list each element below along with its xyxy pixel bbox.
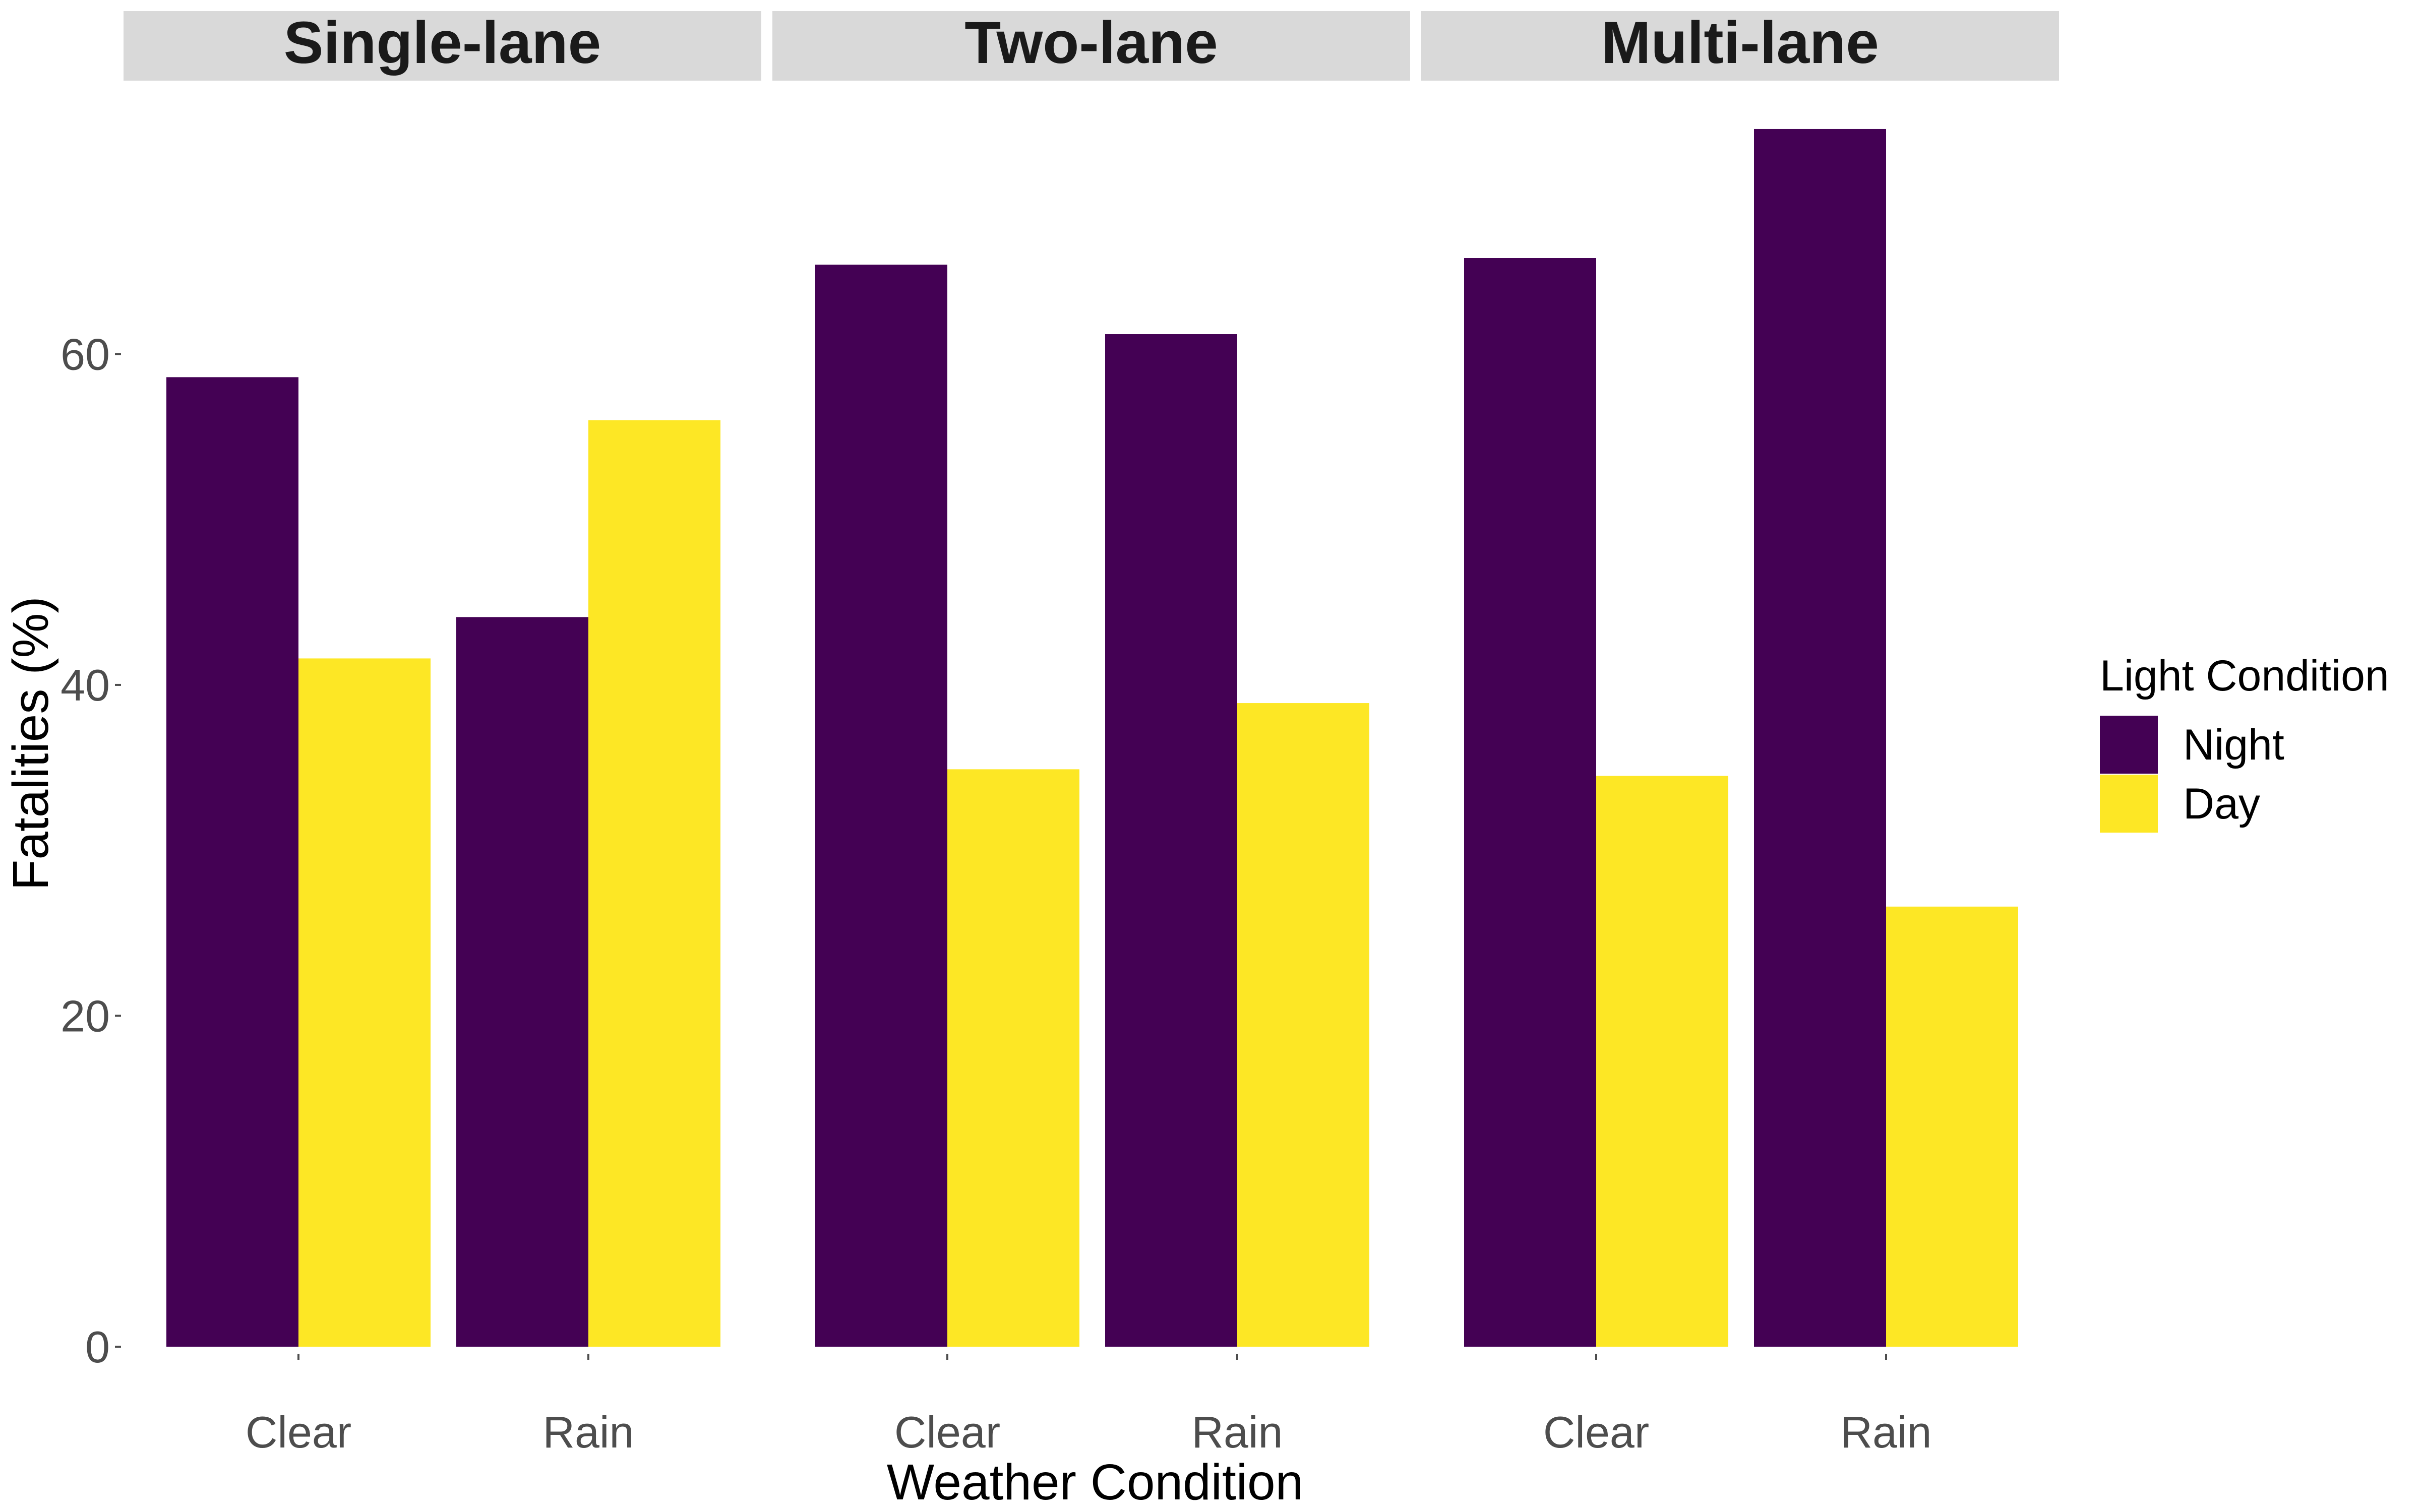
bar-multi-lane-clear-night bbox=[1464, 258, 1596, 1347]
legend: Light Condition Night Day bbox=[2100, 652, 2389, 833]
legend-label-day: Day bbox=[2183, 780, 2260, 828]
facet-strip bbox=[772, 11, 1410, 81]
bar-single-lane-rain-day bbox=[588, 420, 720, 1347]
legend-key-day bbox=[2100, 775, 2158, 833]
facet-strip bbox=[1421, 11, 2059, 81]
bar-multi-lane-rain-night bbox=[1754, 129, 1886, 1347]
bar-single-lane-clear-day bbox=[298, 658, 431, 1347]
x-tick-label: Rain bbox=[543, 1407, 634, 1457]
facet-strip bbox=[124, 11, 761, 81]
y-tick-label: 40 bbox=[60, 660, 110, 710]
bar-two-lane-rain-day bbox=[1237, 703, 1369, 1347]
bar-multi-lane-rain-day bbox=[1886, 906, 2018, 1347]
x-tick-label: Rain bbox=[1841, 1407, 1932, 1457]
y-axis-title: Fatalities (%) bbox=[3, 596, 59, 890]
bar-single-lane-clear-night bbox=[166, 377, 298, 1347]
legend-label-night: Night bbox=[2183, 721, 2284, 769]
legend-title: Light Condition bbox=[2100, 652, 2389, 700]
bar-two-lane-clear-day bbox=[947, 769, 1079, 1347]
facet-title: Single-lane bbox=[284, 10, 601, 76]
x-tick-label: Clear bbox=[1543, 1407, 1649, 1457]
x-tick-label: Clear bbox=[894, 1407, 1000, 1457]
y-tick-label: 60 bbox=[60, 329, 110, 379]
bar-two-lane-clear-night bbox=[815, 265, 947, 1347]
x-tick-label: Rain bbox=[1192, 1407, 1283, 1457]
facet-title: Two-lane bbox=[964, 10, 1218, 76]
x-axis-title: Weather Condition bbox=[887, 1454, 1303, 1510]
facet-multi-lane: Multi-lane Clear Rain bbox=[1421, 10, 2059, 1457]
bar-multi-lane-clear-day bbox=[1596, 776, 1728, 1347]
y-axis: 0 20 40 60 bbox=[60, 329, 121, 1372]
facet-single-lane: Single-lane Clear Rain bbox=[124, 10, 761, 1457]
bar-two-lane-rain-night bbox=[1105, 334, 1237, 1347]
bar-single-lane-rain-night bbox=[456, 617, 588, 1347]
legend-key-night bbox=[2100, 716, 2158, 774]
y-tick-label: 20 bbox=[60, 991, 110, 1041]
y-tick-label: 0 bbox=[85, 1322, 110, 1372]
x-tick-label: Clear bbox=[246, 1407, 351, 1457]
facet-two-lane: Two-lane Clear Rain bbox=[772, 10, 1410, 1457]
facet-title: Multi-lane bbox=[1601, 10, 1879, 76]
